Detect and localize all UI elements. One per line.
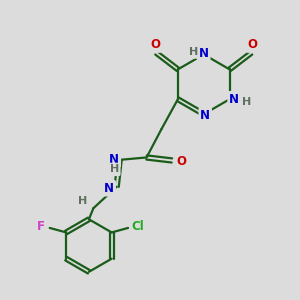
Text: N: N (104, 182, 114, 195)
Text: N: N (229, 93, 239, 106)
Text: O: O (150, 38, 160, 51)
Text: H: H (110, 164, 119, 174)
Text: O: O (248, 38, 258, 51)
Text: N: N (109, 153, 119, 166)
Text: F: F (38, 220, 45, 233)
Text: Cl: Cl (131, 220, 144, 233)
Text: H: H (242, 97, 252, 106)
Text: H: H (189, 47, 198, 57)
Text: N: N (199, 47, 209, 60)
Text: O: O (176, 155, 186, 168)
Text: H: H (78, 196, 88, 206)
Text: N: N (200, 109, 210, 122)
